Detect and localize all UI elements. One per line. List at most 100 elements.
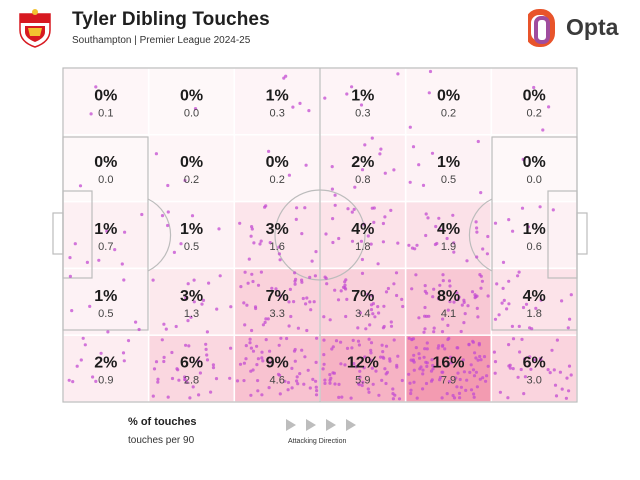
- touch-dot: [293, 282, 297, 286]
- touch-dot: [268, 360, 272, 364]
- cell-per90-label: 0.5: [184, 241, 199, 253]
- touch-dot: [356, 339, 361, 343]
- touch-dot: [475, 306, 479, 310]
- touch-dot: [166, 223, 170, 228]
- touch-dot: [287, 324, 291, 328]
- touch-dot: [459, 329, 463, 334]
- touch-dot: [250, 227, 254, 231]
- touch-dot: [305, 328, 309, 333]
- touch-dot: [479, 191, 483, 195]
- touch-dot: [350, 239, 355, 243]
- cell-per90-label: 0.7: [98, 241, 113, 253]
- touch-dot: [359, 103, 364, 107]
- touch-dot: [475, 230, 479, 234]
- touch-dot: [323, 96, 327, 100]
- touch-dot: [370, 294, 374, 298]
- touch-dot: [523, 375, 528, 379]
- cell-percent-label: 2%: [351, 154, 374, 171]
- touch-dot: [302, 382, 306, 386]
- touch-dot: [301, 296, 305, 301]
- touch-dot: [246, 281, 250, 285]
- touch-dot: [443, 347, 447, 351]
- touch-dot: [322, 338, 326, 342]
- touch-dot: [83, 343, 87, 347]
- touch-dot: [566, 326, 570, 330]
- touch-dot: [547, 105, 551, 109]
- touch-dot: [441, 279, 445, 283]
- touch-dot: [292, 300, 296, 304]
- touch-dot: [304, 163, 308, 167]
- touch-dot: [358, 375, 362, 379]
- touch-dot: [79, 358, 83, 362]
- touch-dot: [331, 240, 335, 245]
- touch-dot: [243, 270, 247, 274]
- touch-dot: [414, 273, 418, 277]
- touch-dot: [519, 367, 523, 372]
- touch-dot: [438, 227, 442, 232]
- cell-per90-label: 0.3: [270, 107, 285, 119]
- touch-dot: [151, 394, 155, 398]
- touch-dot: [251, 368, 255, 372]
- touch-dot: [170, 376, 175, 381]
- touch-dot: [452, 250, 456, 254]
- touch-dot: [364, 327, 368, 331]
- touch-dot: [91, 375, 95, 379]
- touch-dot: [310, 259, 314, 263]
- touch-dot: [89, 112, 93, 116]
- cell-percent-label: 1%: [94, 221, 117, 238]
- touch-dot: [395, 293, 399, 298]
- touch-dot: [314, 379, 318, 383]
- cell-per90-label: 0.8: [355, 174, 370, 186]
- touch-dot: [358, 369, 362, 373]
- touch-dot: [383, 367, 387, 371]
- touch-dot: [432, 287, 436, 291]
- touch-dot: [67, 378, 71, 382]
- touch-dot: [369, 303, 374, 307]
- touch-dot: [479, 358, 483, 362]
- touch-dot: [205, 358, 210, 362]
- touch-dot: [323, 275, 327, 279]
- touch-dot: [174, 324, 178, 329]
- touch-dot: [478, 377, 482, 381]
- cell-per90-label: 0.5: [441, 174, 456, 186]
- touch-dot: [176, 368, 180, 372]
- touch-dot: [541, 128, 545, 132]
- touch-dot: [183, 378, 187, 382]
- touch-dot: [324, 232, 328, 236]
- cell-per90-label: 0.2: [441, 107, 456, 119]
- touch-dot: [422, 330, 426, 334]
- touch-dot: [200, 302, 204, 306]
- touch-dot: [331, 371, 335, 375]
- touch-dot: [289, 314, 293, 319]
- touch-dot: [568, 317, 572, 321]
- touch-dot: [94, 379, 98, 383]
- touch-dot: [238, 221, 242, 225]
- touch-dot: [156, 377, 160, 381]
- cell-per90-label: 0.0: [98, 174, 113, 186]
- cell-percent-label: 0%: [180, 154, 203, 171]
- touch-dot: [151, 278, 155, 282]
- touch-dot: [248, 337, 252, 341]
- touch-dot: [379, 147, 383, 151]
- touch-dot: [162, 322, 166, 326]
- touch-dot: [378, 152, 382, 156]
- touch-dot: [371, 312, 375, 316]
- touch-dot: [160, 338, 164, 342]
- touch-dot: [162, 355, 166, 359]
- cell-per90-label: 1.9: [441, 241, 456, 253]
- touch-dot: [298, 101, 302, 105]
- touch-dot: [455, 291, 459, 295]
- cell-percent-label: 12%: [347, 355, 379, 372]
- touch-dot: [252, 241, 256, 245]
- touch-dot: [277, 252, 281, 256]
- touch-dot: [381, 326, 385, 330]
- touch-dot: [154, 360, 159, 364]
- touch-dot: [457, 391, 462, 395]
- touch-dot: [331, 345, 335, 349]
- cell-percent-label: 3%: [266, 221, 289, 238]
- touch-dot: [356, 326, 360, 330]
- touch-dot: [534, 306, 538, 310]
- touch-dot: [368, 323, 372, 327]
- touch-dot: [409, 391, 413, 396]
- touch-dot: [266, 317, 270, 321]
